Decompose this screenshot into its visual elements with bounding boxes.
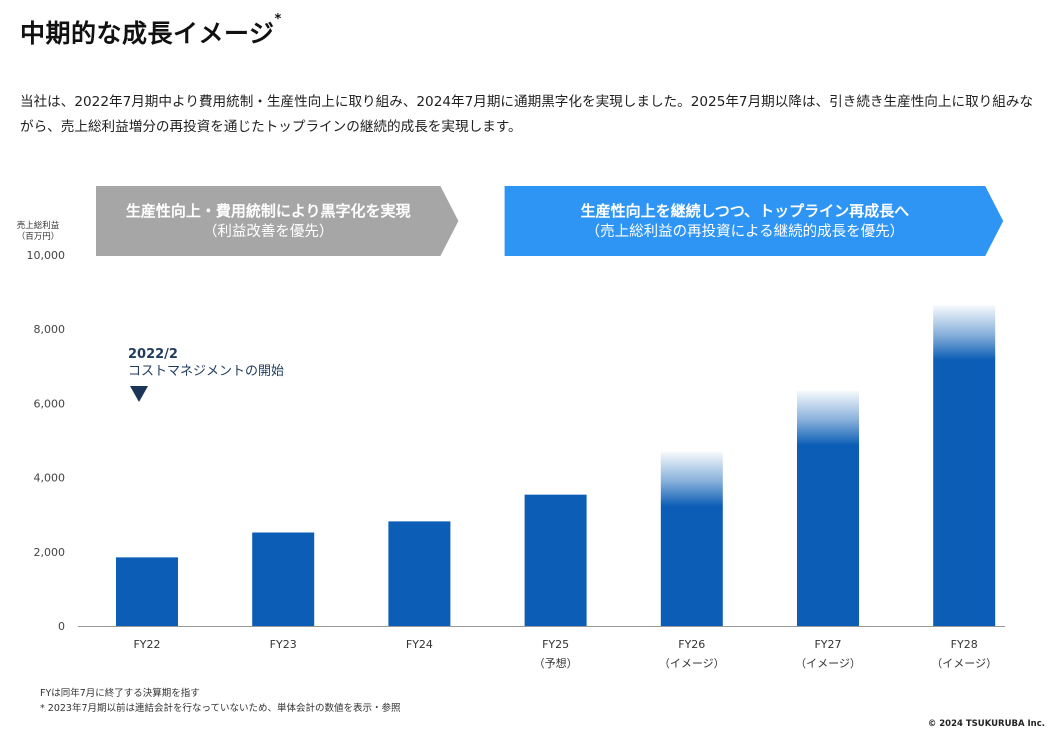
bar-fy22 (116, 557, 178, 626)
x-tick-label: FY23 (270, 638, 297, 651)
phase-2-subtitle: （売上総利益の再投資による継続的成長を優先） (586, 223, 905, 240)
bar-fy28 (933, 305, 996, 626)
footnote-accounting: * 2023年7月期以前は連結会計を行なっていないため、単体会計の数値を表示・参… (40, 703, 401, 714)
chart-bars (116, 305, 996, 626)
x-tick-sublabel: （イメージ） (931, 657, 997, 670)
phase-arrow-1 (96, 186, 459, 256)
copyright: © 2024 TSUKURUBA Inc. (927, 719, 1045, 729)
chart-labels: FY22 FY23 FY24 FY25 （予想） FY26 （イメージ） FY27 （イメージ）… (133, 638, 997, 670)
x-tick-label: FY24 (406, 638, 433, 651)
x-tick-label: FY25 (542, 638, 569, 651)
x-tick-sublabel: （イメージ） (795, 657, 861, 670)
phase-1-subtitle: （利益改善を優先） (203, 223, 334, 240)
x-tick-label: FY28 (951, 638, 978, 651)
y-axis-label: 売上総利益 (17, 220, 60, 231)
y-tick-label: 4,000 (34, 472, 66, 485)
y-tick-label: 8,000 (34, 323, 66, 336)
y-axis-unit: （百万円） (17, 231, 60, 242)
annotation-text: コストマネジメントの開始 (128, 364, 284, 379)
annotation-marker-icon (130, 386, 148, 402)
phase-arrows: 生産性向上・費用統制により黒字化を実現 （利益改善を優先） 生産性向上を継続しつつ、… (96, 186, 1004, 256)
phase-arrow-2 (504, 186, 1004, 256)
bar-fy26 (660, 451, 723, 626)
bar-fy24 (388, 521, 451, 626)
y-tick-label: 6,000 (34, 397, 66, 410)
x-tick-sublabel: （予想） (534, 656, 578, 670)
footnote-fy: FYは同年7月に終了する決算期を指す (40, 688, 200, 699)
x-tick-sublabel: （イメージ） (659, 657, 725, 670)
page-title: 中期的な成長イメージ* (20, 12, 282, 50)
x-tick-label: FY22 (133, 638, 160, 651)
chart-axes: 売上総利益（百万円） 0 2,000 4,000 6,000 8,000 10,000 (17, 220, 1005, 633)
annotation-date: 2022/2 (128, 347, 178, 362)
bar-fy27 (797, 390, 859, 626)
y-tick-label: 0 (58, 620, 65, 633)
bar-fy25 (524, 494, 587, 626)
y-tick-label: 2,000 (34, 546, 66, 559)
footnotes: FYは同年7月に終了する決算期を指す * 2023年7月期以前は連結会計を行なっ… (40, 686, 401, 716)
x-tick-label: FY27 (814, 638, 841, 651)
page-title-text: 中期的な成長イメージ (20, 19, 275, 48)
page-description: 当社は、2022年7月期中より費用統制・生産性向上に取り組み、2024年7月期に… (20, 94, 1034, 135)
phase-1-title: 生産性向上・費用統制により黒字化を実現 (126, 202, 411, 220)
phase-2-title: 生産性向上を継続しつつ、トップライン再成長へ (581, 202, 910, 220)
y-tick-label: 10,000 (27, 249, 66, 262)
cost-management-annotation: 2022/2 コストマネジメントの開始 (128, 347, 284, 402)
title-footnote-mark: * (274, 12, 282, 27)
x-tick-label: FY26 (678, 638, 705, 651)
bar-fy23 (252, 532, 315, 626)
